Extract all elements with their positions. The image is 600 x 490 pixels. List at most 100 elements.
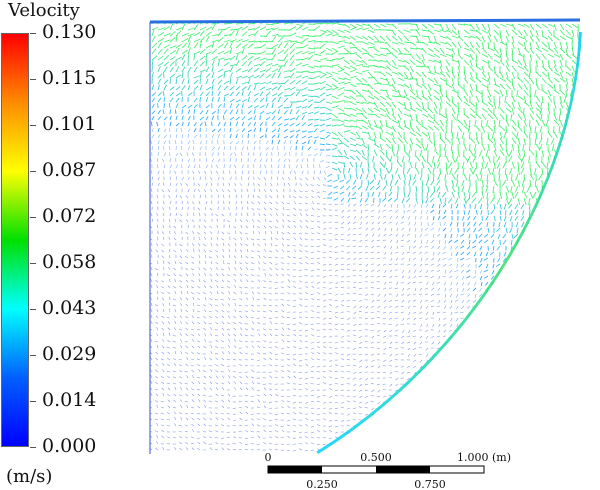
velocity-vector	[412, 293, 417, 296]
velocity-vector	[567, 353, 573, 357]
velocity-vector	[349, 69, 357, 73]
velocity-vector	[185, 219, 189, 223]
velocity-vector	[525, 323, 531, 327]
velocity-vector	[370, 401, 375, 403]
velocity-vector	[576, 113, 579, 121]
velocity-vector	[456, 317, 459, 322]
velocity-vector	[251, 304, 255, 307]
velocity-vector	[526, 359, 531, 365]
velocity-vector	[229, 121, 232, 127]
velocity-vector	[445, 53, 453, 57]
velocity-vector	[566, 227, 573, 233]
velocity-vector	[510, 185, 513, 193]
velocity-vector	[166, 346, 171, 349]
velocity-vector	[438, 329, 441, 333]
velocity-vector	[403, 143, 406, 151]
velocity-vector	[420, 239, 423, 244]
velocity-vector	[549, 329, 555, 333]
velocity-vector	[487, 47, 495, 52]
velocity-vector	[516, 371, 519, 377]
velocity-vector	[401, 341, 405, 345]
velocity-vector	[491, 341, 495, 346]
velocity-vector	[277, 164, 280, 169]
velocity-vector	[391, 149, 396, 157]
velocity-vector	[563, 287, 567, 294]
velocity-vector	[265, 127, 268, 133]
velocity-vector	[179, 262, 183, 265]
velocity-vector	[439, 137, 446, 144]
velocity-vector	[567, 365, 573, 369]
velocity-vector	[424, 275, 429, 278]
velocity-vector	[205, 78, 209, 85]
velocity-vector	[371, 299, 375, 303]
velocity-vector	[463, 35, 471, 39]
velocity-vector	[539, 239, 543, 246]
velocity-vector	[551, 359, 555, 365]
velocity-vector	[577, 167, 581, 175]
velocity-vector	[546, 257, 549, 264]
velocity-vector	[307, 111, 314, 115]
velocity-vector	[329, 387, 333, 391]
velocity-vector	[502, 317, 507, 322]
velocity-vector	[262, 353, 267, 355]
velocity-vector	[181, 121, 184, 127]
velocity-vector	[537, 365, 543, 369]
velocity-vector	[463, 89, 469, 97]
velocity-vector	[557, 311, 561, 318]
velocity-vector	[541, 119, 546, 127]
velocity-vector	[373, 47, 380, 53]
velocity-vector	[454, 413, 459, 416]
velocity-vector	[469, 137, 476, 144]
velocity-vector	[492, 365, 495, 370]
velocity-vector	[555, 293, 561, 298]
velocity-vector	[313, 95, 320, 98]
velocity-vector	[445, 89, 448, 98]
velocity-vector	[421, 83, 428, 90]
velocity-vector	[523, 137, 526, 145]
velocity-vector	[514, 359, 519, 363]
velocity-vector	[504, 95, 507, 103]
velocity-vector	[517, 179, 521, 187]
velocity-vector	[384, 293, 387, 297]
velocity-vector	[443, 431, 447, 435]
velocity-vector	[547, 83, 554, 89]
velocity-vector	[251, 309, 255, 313]
velocity-vector	[197, 364, 201, 367]
velocity-vector	[304, 298, 309, 301]
velocity-vector	[311, 207, 315, 211]
legend-tick-label: 0.014	[42, 389, 97, 411]
velocity-vector	[478, 383, 483, 386]
velocity-vector	[337, 77, 345, 81]
velocity-vector	[554, 431, 561, 434]
velocity-vector	[331, 147, 338, 151]
velocity-vector	[485, 311, 489, 316]
velocity-vector	[403, 107, 411, 112]
velocity-vector	[361, 143, 368, 149]
velocity-vector	[449, 425, 453, 429]
velocity-vector	[305, 213, 309, 217]
velocity-vector	[275, 201, 279, 205]
velocity-vector	[457, 119, 464, 126]
velocity-vector	[481, 155, 485, 163]
velocity-vector	[216, 273, 219, 277]
velocity-vector	[358, 347, 363, 349]
velocity-vector	[419, 149, 423, 157]
velocity-vector	[479, 287, 483, 292]
velocity-vector	[156, 333, 159, 337]
velocity-vector	[175, 122, 180, 127]
velocity-vector	[382, 419, 387, 422]
velocity-vector	[570, 203, 573, 211]
velocity-vector	[221, 340, 225, 343]
velocity-vector	[223, 80, 230, 85]
velocity-vector	[239, 297, 243, 301]
velocity-vector	[559, 119, 564, 127]
velocity-vector	[415, 83, 423, 88]
velocity-vector	[298, 389, 303, 391]
velocity-vector	[517, 23, 525, 27]
velocity-vector	[537, 305, 543, 309]
velocity-vector	[253, 105, 259, 109]
velocity-vector	[263, 213, 267, 217]
velocity-vector	[329, 335, 333, 338]
velocity-vector	[490, 419, 495, 422]
velocity-vector	[487, 41, 490, 50]
